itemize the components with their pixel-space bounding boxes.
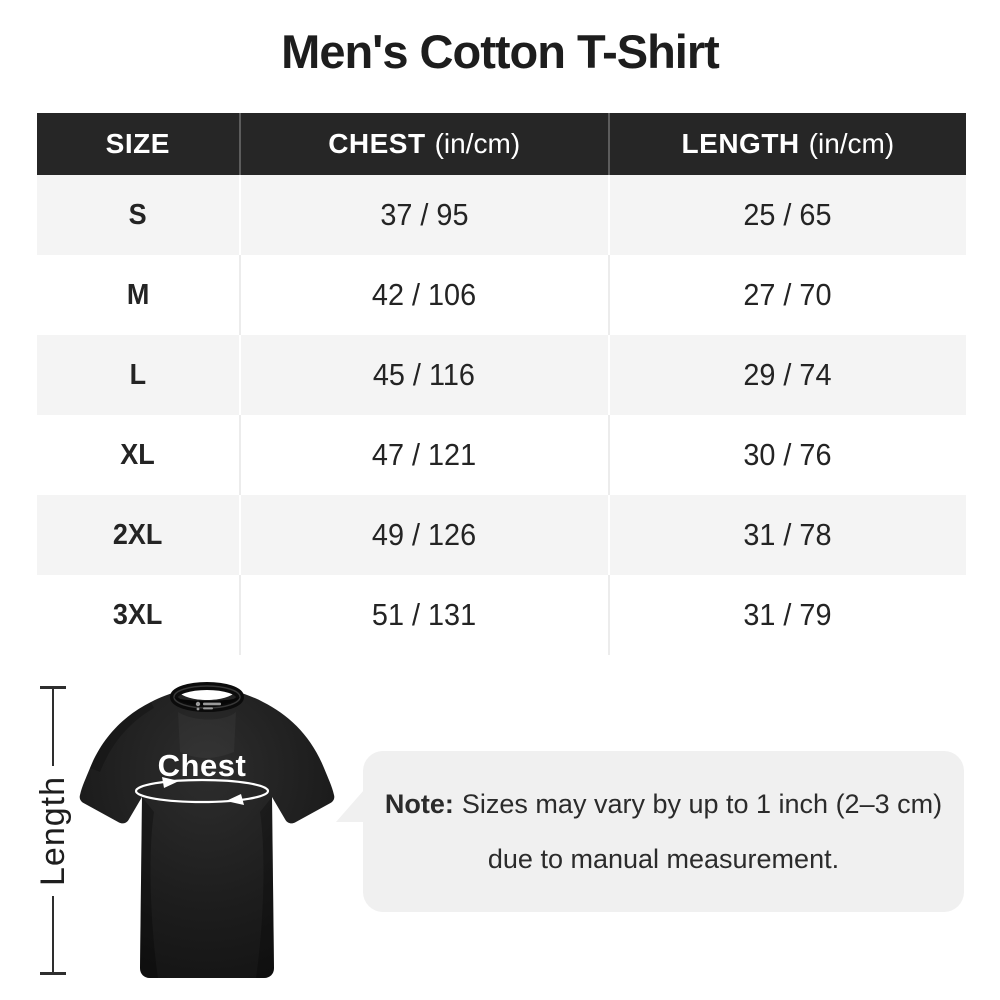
ruler-bottom-tick bbox=[40, 972, 66, 975]
table-row: M 42 / 106 27 / 70 bbox=[37, 255, 966, 335]
length-ruler: Length bbox=[34, 686, 72, 975]
chest-unit-label: (in/cm) bbox=[434, 128, 521, 159]
size-cell: 2XL bbox=[113, 518, 163, 551]
length-cell: 31 / 79 bbox=[607, 575, 966, 655]
length-label: Length bbox=[33, 775, 72, 886]
table-row: L 45 / 116 29 / 74 bbox=[37, 335, 966, 415]
length-cell: 25 / 65 bbox=[607, 175, 966, 255]
note-bubble-tail bbox=[336, 790, 364, 822]
note-line-2: due to manual measurement. bbox=[487, 843, 840, 874]
ruler-top-tick bbox=[40, 686, 66, 689]
chest-cell: 45 / 116 bbox=[238, 335, 608, 415]
note-bubble: Note: Sizes may vary by up to 1 inch (2–3… bbox=[363, 751, 964, 912]
length-unit-label: (in/cm) bbox=[808, 128, 895, 159]
chest-cell: 49 / 126 bbox=[238, 495, 608, 575]
size-chart-table: SIZE CHEST (in/cm) LENGTH (in/cm) S 37 /… bbox=[37, 113, 966, 655]
table-row: 2XL 49 / 126 31 / 78 bbox=[37, 495, 966, 575]
chest-cell: 42 / 106 bbox=[238, 255, 608, 335]
chest-cell: 47 / 121 bbox=[238, 415, 608, 495]
size-cell: XL bbox=[120, 438, 156, 471]
size-cell: L bbox=[129, 358, 147, 391]
chest-measure-arrow bbox=[134, 777, 270, 805]
table-row: XL 47 / 121 30 / 76 bbox=[37, 415, 966, 495]
column-header-length: LENGTH (in/cm) bbox=[607, 113, 966, 175]
table-header-row: SIZE CHEST (in/cm) LENGTH (in/cm) bbox=[37, 113, 966, 175]
chest-cell: 37 / 95 bbox=[238, 175, 608, 255]
tshirt-body bbox=[79, 691, 335, 978]
length-cell: 31 / 78 bbox=[607, 495, 966, 575]
column-header-size: SIZE bbox=[105, 128, 170, 159]
table-row: S 37 / 95 25 / 65 bbox=[37, 175, 966, 255]
size-cell: S bbox=[128, 198, 147, 231]
size-cell: 3XL bbox=[113, 598, 163, 631]
page-title: Men's Cotton T-Shirt bbox=[281, 25, 720, 78]
column-header-chest: CHEST (in/cm) bbox=[238, 113, 608, 175]
note-text-1: Sizes may vary by up to 1 inch (2–3 cm) bbox=[461, 788, 943, 819]
ruler-line-top bbox=[51, 689, 55, 766]
note-label: Note: bbox=[384, 788, 454, 819]
collar-label bbox=[195, 701, 221, 711]
length-cell: 30 / 76 bbox=[607, 415, 966, 495]
chest-cell: 51 / 131 bbox=[238, 575, 608, 655]
chest-label: Chest bbox=[158, 748, 247, 783]
length-cell: 27 / 70 bbox=[607, 255, 966, 335]
tshirt-illustration: Chest bbox=[79, 682, 335, 978]
size-cell: M bbox=[126, 278, 150, 311]
note-line-1: Note: Sizes may vary by up to 1 inch (2–3… bbox=[385, 789, 942, 820]
ruler-line-bottom bbox=[51, 895, 55, 972]
length-cell: 29 / 74 bbox=[607, 335, 966, 415]
table-row: 3XL 51 / 131 31 / 79 bbox=[37, 575, 966, 655]
